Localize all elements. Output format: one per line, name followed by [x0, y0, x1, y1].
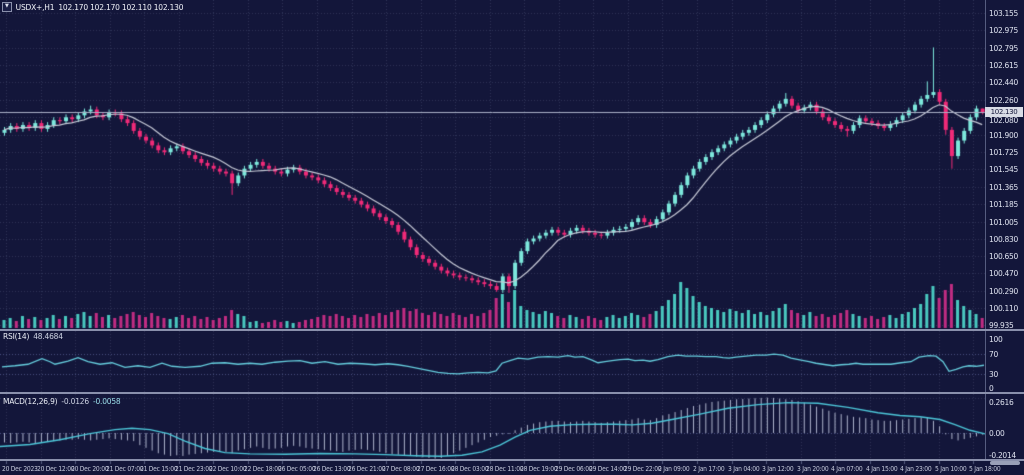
rsi-name: RSI(14)	[3, 332, 30, 341]
price-axis-label: 101.005	[989, 217, 1018, 227]
price-axis-label: 99.935	[989, 321, 1014, 331]
time-axis-label: 3 Jan 20:00	[796, 465, 829, 473]
macd-signal-value: -0.0058	[92, 397, 121, 406]
price-axis-label: 102.795	[989, 43, 1018, 53]
rsi-axis[interactable]: 100 70 30 0	[985, 331, 1024, 393]
time-axis-label: 28 Dec 19:00	[520, 465, 558, 473]
macd-axis-label: 0.00	[989, 429, 1005, 438]
time-axis-label: 5 Jan 10:00	[934, 465, 967, 473]
price-axis-label: 102.440	[989, 78, 1018, 88]
time-axis-label: 27 Dec 08:00	[382, 465, 420, 473]
time-axis[interactable]: 20 Dec 2023 20 Dec 12:00 20 Dec 20:00 21 De…	[0, 461, 1024, 475]
time-axis-label: 26 Dec 21:00	[347, 465, 386, 473]
rsi-axis-label: 0	[989, 384, 994, 393]
time-axis-label: 5 Jan 18:00	[969, 465, 1001, 473]
price-axis[interactable]: 103.155 102.975 102.795 102.615 102.440 102.2…	[985, 0, 1024, 330]
price-axis-label: 101.545	[989, 165, 1018, 175]
time-axis-label: 28 Dec 11:00	[485, 465, 524, 473]
time-axis-label: 20 Dec 12:00	[36, 465, 75, 473]
price-axis-label: 102.975	[989, 26, 1018, 36]
time-axis-label: 2 Jan 09:00	[658, 465, 690, 473]
time-axis-label: 20 Dec 2023	[2, 465, 38, 473]
pane-separator-rsi[interactable]	[0, 329, 1024, 331]
price-axis-label: 102.080	[989, 116, 1018, 126]
price-axis-label: 101.900	[989, 130, 1018, 140]
time-axis-label: 4 Jan 15:00	[865, 465, 898, 473]
time-axis-label: 4 Jan 07:00	[831, 465, 863, 473]
time-axis-label: 29 Dec 22:00	[623, 465, 662, 473]
time-axis-label: 4 Jan 23:00	[900, 465, 932, 473]
price-axis-label: 102.615	[989, 61, 1018, 71]
price-axis-label: 100.830	[989, 234, 1018, 244]
rsi-axis-label: 100	[989, 335, 1003, 344]
price-axis-label: 101.185	[989, 200, 1018, 210]
price-axis-label: 101.365	[989, 182, 1018, 192]
macd-axis-label: -0.2014	[989, 451, 1016, 460]
axis-separator	[985, 0, 986, 459]
rsi-value: 48.4684	[33, 332, 63, 341]
time-axis-label: 29 Dec 14:00	[589, 465, 627, 473]
macd-main-value: -0.0126	[61, 397, 89, 406]
price-axis-label: 100.650	[989, 251, 1018, 261]
price-axis-label: 103.155	[989, 9, 1018, 18]
price-axis-label: 102.260	[989, 95, 1018, 105]
pane-separator-macd[interactable]	[0, 392, 1024, 394]
time-axis-label: 3 Jan 12:00	[762, 465, 794, 473]
symbol-info-bar: ▼ USDX+,H1 102.170 102.170 102.110 102.1…	[2, 2, 184, 12]
macd-indicator-label: MACD(12,26,9) -0.0126 -0.0058	[3, 397, 121, 406]
macd-axis-label: 0.2616	[989, 398, 1014, 407]
rsi-axis-label: 30	[989, 370, 998, 380]
scrollbar-thumb[interactable]	[990, 461, 1020, 465]
price-axis-label: 100.110	[989, 304, 1018, 314]
price-axis-label: 100.290	[989, 286, 1018, 296]
time-axis-label: 21 Dec 07:00	[105, 465, 144, 473]
current-price-box: 102.130	[985, 107, 1023, 117]
symbol-period-label: USDX+,H1	[15, 2, 55, 12]
time-axis-label: 22 Dec 10:00	[209, 465, 247, 473]
time-axis-label: 26 Dec 05:00	[278, 465, 316, 473]
price-axis-label: 100.470	[989, 269, 1018, 279]
time-axis-label: 2 Jan 17:00	[693, 465, 725, 473]
macd-name: MACD(12,26,9)	[3, 397, 58, 406]
time-axis-label: 3 Jan 04:00	[727, 465, 760, 473]
time-axis-label: 22 Dec 18:00	[243, 465, 282, 473]
time-axis-label: 20 Dec 20:00	[71, 465, 109, 473]
time-axis-label: 21 Dec 15:00	[140, 465, 178, 473]
time-axis-label: 29 Dec 06:00	[554, 465, 593, 473]
symbol-dropdown-button[interactable]: ▼	[2, 2, 12, 12]
time-axis-label: 26 Dec 13:00	[312, 465, 351, 473]
pane-separator-time	[0, 459, 1024, 461]
price-axis-label: 101.725	[989, 147, 1018, 157]
rsi-axis-label: 70	[989, 350, 998, 360]
ohlc-readout: 102.170 102.170 102.110 102.130	[58, 2, 184, 12]
time-axis-label: 28 Dec 03:00	[451, 465, 489, 473]
time-axis-label: 21 Dec 23:00	[174, 465, 213, 473]
macd-axis[interactable]: 0.2616 0.00 -0.2014	[985, 394, 1024, 460]
rsi-indicator-label: RSI(14) 48.4684	[3, 332, 63, 341]
time-axis-label: 27 Dec 16:00	[416, 465, 455, 473]
